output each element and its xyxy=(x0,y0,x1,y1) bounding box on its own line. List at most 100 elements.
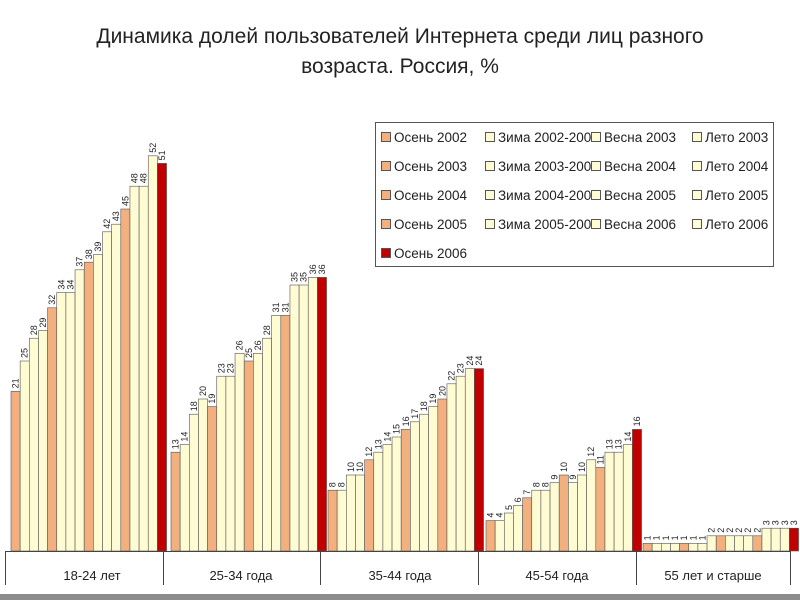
bar-2-9 xyxy=(243,360,254,552)
value-label-4-9: 10 xyxy=(559,462,569,472)
value-label-1-10: 39 xyxy=(93,242,103,252)
legend-label-17: Осень 2006 xyxy=(394,246,468,261)
legend-swatch-2 xyxy=(485,132,495,142)
bar-3-12 xyxy=(428,406,439,552)
legend-label-8: Лето 2004 xyxy=(705,159,769,174)
bar-1-6 xyxy=(56,292,67,552)
value-label-4-4: 6 xyxy=(513,497,523,502)
value-label-5-11: 2 xyxy=(734,528,744,533)
value-labels-layer: 2113841251484128181051292010613219127134… xyxy=(11,143,799,541)
bar-3-16 xyxy=(464,368,475,552)
legend-label-4: Лето 2003 xyxy=(705,130,769,145)
value-label-2-14: 35 xyxy=(290,272,300,282)
x-axis: 18-24 лет 25-34 года 35-44 года 45-54 года 5… xyxy=(5,551,791,585)
bar-2-3 xyxy=(189,413,199,552)
legend-item-6: Зима 2003-2004 xyxy=(485,159,599,175)
value-label-3-12: 19 xyxy=(428,394,438,404)
bar-5-7 xyxy=(697,543,708,552)
x-tick-label-5: 55 лет и старше xyxy=(664,568,761,583)
legend-item-11: Весна 2005 xyxy=(591,188,676,204)
bar-3-4 xyxy=(355,474,365,552)
value-label-3-9: 16 xyxy=(401,416,411,426)
legend-label-11: Весна 2005 xyxy=(604,188,677,203)
legend: Осень 2002 Зима 2002-2003 Весна 2003 Лето 2… xyxy=(375,122,774,267)
legend-swatch-11 xyxy=(591,190,601,200)
x-tick-label-3: 35-44 года xyxy=(368,568,432,583)
bar-1-9 xyxy=(83,261,94,552)
value-label-2-9: 25 xyxy=(244,348,254,358)
value-label-5-14: 3 xyxy=(762,520,772,525)
value-label-1-16: 52 xyxy=(148,143,158,153)
value-label-3-13: 20 xyxy=(437,386,447,396)
legend-label-1: Осень 2002 xyxy=(394,130,468,145)
value-label-2-3: 18 xyxy=(189,401,199,411)
bar-5-2 xyxy=(651,543,662,552)
value-label-1-7: 34 xyxy=(65,280,75,290)
value-label-5-16: 3 xyxy=(780,520,790,525)
bar-4-1 xyxy=(485,520,496,552)
bar-3-13 xyxy=(437,398,448,552)
legend-swatch-4 xyxy=(692,132,702,142)
value-label-2-5: 19 xyxy=(207,394,217,404)
legend-swatch-7 xyxy=(591,161,601,171)
legend-swatch-16 xyxy=(692,219,702,229)
legend-item-4: Лето 2003 xyxy=(692,130,768,146)
value-label-5-10: 2 xyxy=(725,528,735,533)
bar-2-16 xyxy=(307,277,318,552)
value-label-5-1: 1 xyxy=(643,535,653,540)
bar-5-6 xyxy=(688,543,699,552)
bar-4-10 xyxy=(568,482,578,552)
value-label-1-1: 21 xyxy=(11,378,21,388)
legend-swatch-1 xyxy=(381,132,391,142)
value-label-4-13: 11 xyxy=(595,455,605,464)
legend-swatch-10 xyxy=(485,190,495,200)
bar-1-1 xyxy=(10,391,21,552)
legend-item-2: Зима 2002-2003 xyxy=(485,130,599,146)
bar-1-10 xyxy=(93,254,103,552)
bar-1-16 xyxy=(147,155,158,552)
value-label-4-1: 4 xyxy=(486,513,496,518)
bar-2-15 xyxy=(298,284,309,552)
bar-4-9 xyxy=(558,474,569,552)
value-label-3-10: 17 xyxy=(410,409,420,419)
bar-2-2 xyxy=(179,444,190,552)
value-label-4-17: 16 xyxy=(632,416,642,426)
bar-4-11 xyxy=(577,474,587,552)
legend-label-15: Весна 2006 xyxy=(604,217,677,232)
legend-swatch-9 xyxy=(381,190,391,200)
bar-2-8 xyxy=(234,353,245,552)
value-label-4-11: 10 xyxy=(577,462,587,472)
value-label-2-16: 36 xyxy=(308,264,318,274)
value-label-2-7: 23 xyxy=(225,363,235,373)
value-label-2-1: 13 xyxy=(171,439,181,449)
bar-5-8 xyxy=(706,535,717,552)
value-label-3-16: 24 xyxy=(465,356,475,366)
bar-3-15 xyxy=(455,375,466,552)
value-label-3-4: 10 xyxy=(355,462,365,472)
bar-2-13 xyxy=(280,315,291,552)
value-label-2-15: 35 xyxy=(299,272,309,282)
bar-3-7 xyxy=(382,444,393,552)
legend-item-8: Лето 2004 xyxy=(692,159,768,175)
value-label-3-6: 13 xyxy=(373,439,383,449)
value-label-3-2: 8 xyxy=(337,482,347,487)
value-label-5-3: 1 xyxy=(661,535,671,540)
legend-item-15: Весна 2006 xyxy=(591,217,676,233)
legend-item-17: Осень 2006 xyxy=(381,246,467,262)
bar-5-11 xyxy=(734,535,744,552)
bar-4-6 xyxy=(531,489,542,552)
x-tick-label-1: 18-24 лет xyxy=(63,568,120,583)
bar-1-8 xyxy=(74,269,85,552)
value-label-2-8: 26 xyxy=(235,340,245,350)
legend-swatch-15 xyxy=(591,219,601,229)
value-label-5-6: 1 xyxy=(688,535,698,540)
bar-1-7 xyxy=(65,292,76,552)
bar-2-10 xyxy=(253,353,263,552)
value-label-4-14: 13 xyxy=(605,439,615,449)
legend-swatch-17 xyxy=(381,248,391,258)
legend-item-10: Зима 2004-2005 xyxy=(485,188,599,204)
bar-3-5 xyxy=(364,459,375,552)
value-label-4-12: 12 xyxy=(586,447,596,457)
